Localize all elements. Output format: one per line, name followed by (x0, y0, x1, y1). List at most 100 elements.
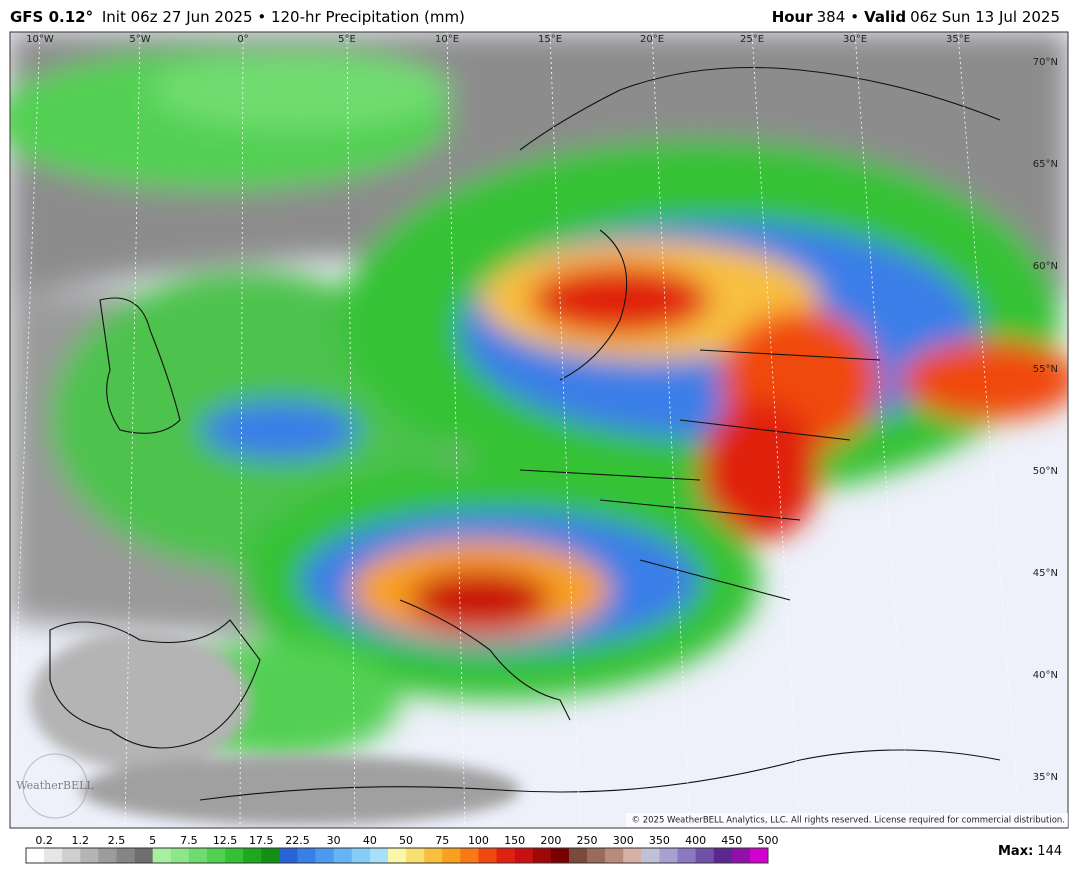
legend-label: 450 (721, 834, 742, 847)
legend-swatch (152, 848, 172, 863)
legend-swatch (315, 848, 334, 863)
header-left: GFS 0.12° Init 06z 27 Jun 2025 • 120-hr … (10, 8, 465, 26)
legend-swatch (605, 848, 624, 863)
legend-label: 2.5 (108, 834, 126, 847)
legend-frame (25, 847, 769, 864)
latitude-label: 65°N (1033, 159, 1058, 170)
graticule (10, 32, 1021, 828)
legend-swatch (333, 848, 353, 863)
legend-swatch (641, 848, 660, 863)
legend-swatch (387, 848, 407, 863)
legend-swatch (243, 848, 262, 863)
legend-label: 0.2 (35, 834, 53, 847)
longitude-label: 10°W (26, 34, 54, 45)
hour-label: Hour (772, 8, 814, 26)
watermark: WeatherBELL (16, 779, 94, 792)
max: Max: 144 (998, 844, 1062, 859)
legend-swatch (369, 848, 389, 863)
longitude-label: 10°E (435, 34, 459, 45)
legend-swatch (188, 848, 208, 863)
legend-swatch (424, 848, 443, 863)
longitude-labels: 10°W 5°W 0° 5°E 10°E 15°E 20°E 25°E 30°E 35°E (26, 34, 970, 45)
longitude-label: 5°E (338, 34, 356, 45)
legend-label: 500 (758, 834, 779, 847)
legend-swatch (532, 848, 552, 863)
legend-swatch (514, 848, 534, 863)
legend-label: 40 (363, 834, 377, 847)
latitude-label: 45°N (1033, 568, 1058, 579)
legend-swatch (749, 848, 769, 863)
color-legend: 0.2 1.2 2.5 5 7.5 12.5 17.5 22.5 30 40 50 75 100 150 2… (25, 834, 779, 864)
latitude-label: 50°N (1033, 466, 1058, 477)
legend-swatch (659, 848, 678, 863)
header-right: Hour 384 • Valid 06z Sun 13 Jul 2025 (772, 8, 1060, 26)
legend-swatch (134, 848, 153, 863)
legend-swatch (62, 848, 81, 863)
legend-swatch (731, 848, 751, 863)
max-label: Max: (998, 844, 1033, 859)
legend-label: 200 (540, 834, 561, 847)
legend-swatch (261, 848, 280, 863)
legend-label: 250 (577, 834, 598, 847)
legend-label: 30 (327, 834, 341, 847)
legend-swatch (170, 848, 190, 863)
max-value: 144 (1037, 844, 1062, 859)
description: Init 06z 27 Jun 2025 • 120-hr Precipitat… (102, 8, 465, 26)
legend-swatch (550, 848, 570, 863)
legend-label: 5 (149, 834, 156, 847)
longitude-label: 35°E (946, 34, 970, 45)
legend-label: 75 (435, 834, 449, 847)
legend-label: 1.2 (72, 834, 90, 847)
coastlines (49, 67, 1001, 801)
legend-swatch (351, 848, 371, 863)
legend-label: 17.5 (249, 834, 274, 847)
legend-swatch (225, 848, 244, 863)
latitude-label: 35°N (1033, 772, 1058, 783)
legend-swatch (623, 848, 642, 863)
map-frame (9, 31, 1069, 829)
map: 10°W 5°W 0° 5°E 10°E 15°E 20°E 25°E 30°E 35°E 70°… (9, 31, 1069, 829)
copyright: © 2025 WeatherBELL Analytics, LLC. All r… (632, 816, 1065, 826)
longitude-label: 20°E (640, 34, 664, 45)
legend-swatch (587, 848, 606, 863)
legend-swatch (98, 848, 117, 863)
longitude-label: 30°E (843, 34, 867, 45)
legend-swatch (460, 848, 479, 863)
legend-swatch (406, 848, 425, 863)
valid-label: Valid (864, 8, 906, 26)
legend-swatch (80, 848, 99, 863)
legend-swatch (695, 848, 715, 863)
legend-label: 300 (613, 834, 634, 847)
latitude-label: 55°N (1033, 364, 1058, 375)
legend-swatch (442, 848, 461, 863)
precip-field (10, 32, 1068, 760)
legend-swatch (206, 848, 226, 863)
legend-swatch (568, 848, 588, 863)
legend-swatch (26, 848, 45, 863)
legend-label: 400 (685, 834, 706, 847)
legend-label: 50 (399, 834, 413, 847)
separator: • (850, 8, 859, 26)
legend-swatch (279, 848, 298, 863)
legend-swatch (116, 848, 135, 863)
legend-swatch (44, 848, 63, 863)
legend-swatch (297, 848, 316, 863)
legend-label: 350 (649, 834, 670, 847)
longitude-label: 15°E (538, 34, 562, 45)
legend-swatch (713, 848, 733, 863)
latitude-labels: 70°N 65°N 60°N 55°N 50°N 45°N 40°N 35°N (1033, 57, 1058, 783)
valid: 06z Sun 13 Jul 2025 (910, 8, 1060, 26)
legend-label: 150 (504, 834, 525, 847)
longitude-label: 25°E (740, 34, 764, 45)
legend-label: 22.5 (285, 834, 310, 847)
legend-swatch (478, 848, 497, 863)
legend-label: 12.5 (213, 834, 238, 847)
legend-swatch (496, 848, 515, 863)
copyright-bg (626, 813, 1068, 827)
latitude-label: 60°N (1033, 261, 1058, 272)
legend-label: 100 (468, 834, 489, 847)
watermark-ring (22, 753, 88, 819)
longitude-label: 5°W (129, 34, 150, 45)
